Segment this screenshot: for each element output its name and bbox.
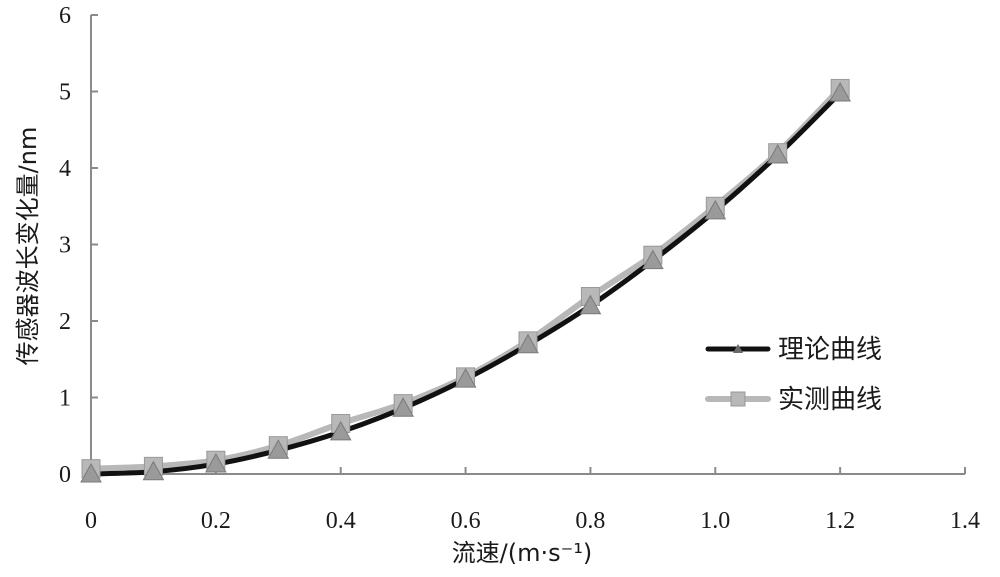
legend-label: 实测曲线 [778, 385, 882, 415]
y-tick-label: 0 [59, 462, 71, 488]
x-tick-label: 0 [85, 508, 97, 534]
data-point-theory [205, 453, 227, 473]
data-point-theory [142, 460, 165, 481]
y-tick-label: 4 [59, 156, 71, 182]
legend-label: 理论曲线 [778, 335, 882, 365]
y-tick-label: 2 [59, 309, 71, 335]
data-point-theory [642, 249, 664, 270]
data-point-theory [766, 143, 789, 164]
series-line-theory [88, 90, 843, 477]
x-tick-label: 1.2 [825, 508, 855, 534]
x-axis-title: 流速/(m·s⁻¹) [452, 539, 593, 567]
y-axis-title: 传感器波长变化量/nm [14, 127, 42, 366]
x-tick-label: 0.2 [201, 508, 231, 534]
y-tick-label: 1 [59, 386, 71, 412]
x-tick-label: 1.0 [700, 508, 730, 534]
plot-area [80, 78, 851, 483]
legend-marker [733, 344, 743, 353]
y-tick-label: 3 [59, 233, 71, 259]
data-point-theory [517, 333, 539, 354]
data-point-theory [80, 462, 102, 483]
x-tick-label: 0.6 [451, 508, 481, 534]
data-point-theory [267, 439, 290, 459]
data-point-theory [392, 397, 414, 417]
data-point-theory [829, 82, 851, 102]
data-point-theory [454, 368, 477, 388]
x-tick-label: 0.8 [575, 508, 605, 534]
x-tick-label: 0.4 [326, 508, 356, 534]
legend-marker [730, 391, 746, 407]
axes: 0 1 2 3 4 5 6 0 0.2 0.4 0.6 0.8 1.0 1.2 1.4 [59, 3, 980, 534]
data-point-theory [704, 199, 727, 220]
y-tick-label: 5 [59, 80, 71, 106]
data-point-theory [329, 420, 352, 441]
y-tick-label: 6 [59, 3, 71, 29]
data-point-theory [579, 294, 602, 315]
series-line-measured [88, 85, 844, 472]
x-tick-label: 1.4 [950, 508, 980, 534]
